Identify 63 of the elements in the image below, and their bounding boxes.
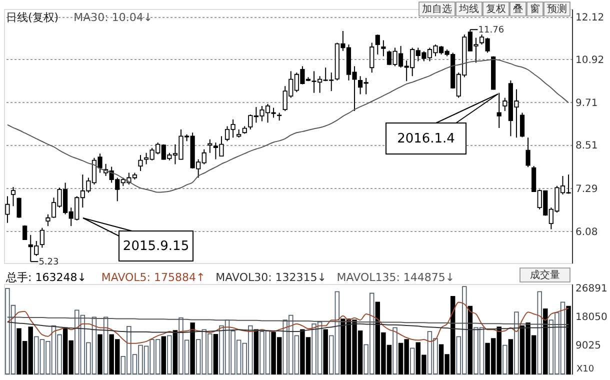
annotation: 加自选 [422, 3, 452, 15]
y-tick-label: 12.12 [576, 12, 604, 24]
candlestick [375, 34, 380, 55]
candlestick [208, 138, 212, 154]
bar [514, 312, 519, 374]
candlestick [10, 186, 16, 207]
bar [167, 335, 172, 374]
candlestick [381, 40, 386, 57]
text: 成交量 [530, 269, 560, 281]
candlestick [138, 154, 143, 172]
annotation: 2016.1.4 [397, 132, 455, 146]
candlestick [46, 214, 50, 227]
annotation: 预测 [547, 3, 567, 15]
line-series [6, 316, 570, 326]
text: MAVOL30: 132315↓ [216, 271, 327, 284]
candlestick [5, 196, 10, 224]
annotation: 窗 [530, 3, 540, 15]
y-tick-label: 9.71 [576, 98, 598, 109]
bar [254, 329, 259, 374]
y-axis-title: X10 [576, 364, 594, 374]
bar [410, 348, 415, 374]
text: MA30: 10.04↓ [74, 11, 153, 24]
candlestick [277, 112, 282, 122]
annotation: 11.76 [478, 26, 504, 36]
bar [161, 336, 166, 374]
annotation: 均线 [458, 3, 479, 15]
bar [392, 327, 398, 374]
bar [103, 316, 108, 374]
annotation: 2015.9.15 [122, 239, 190, 254]
line-series [6, 302, 570, 344]
bar [566, 306, 571, 374]
candlestick [22, 224, 28, 240]
text: MAVOL135: 144875↓ [336, 271, 455, 284]
y-tick-label: 10.92 [576, 54, 604, 66]
annotation: 叠 [513, 4, 523, 15]
bar [502, 344, 508, 374]
text: MAVOL5: 175884↑ [101, 271, 206, 284]
annotation: 5.23 [38, 258, 59, 268]
candlestick [526, 137, 530, 168]
y-tick-label: 6.08 [576, 226, 598, 238]
y-tick-label: 9025 [576, 340, 601, 352]
bar [172, 330, 178, 374]
y-tick-label: 8.51 [576, 140, 598, 152]
bar [537, 291, 542, 374]
y-tick-label: 7.29 [576, 184, 598, 195]
candlestick [40, 227, 44, 248]
bar [508, 339, 514, 374]
candlestick [16, 197, 22, 218]
bar [190, 322, 195, 374]
y-tick-label: 26891 [576, 284, 608, 295]
bar [98, 334, 102, 374]
line-series [6, 58, 570, 193]
candlestick [370, 42, 374, 74]
bar [543, 308, 548, 374]
candlestick [520, 112, 525, 138]
chart-title: 日线(复权) [6, 11, 59, 24]
line-series [6, 321, 570, 334]
bar [468, 306, 473, 374]
legend-label: 总手: 163248↓ [5, 271, 86, 284]
annotation: 复权 [486, 3, 506, 15]
bar [213, 334, 218, 374]
y-tick-label: 18050 [576, 312, 608, 323]
bar [323, 329, 328, 374]
